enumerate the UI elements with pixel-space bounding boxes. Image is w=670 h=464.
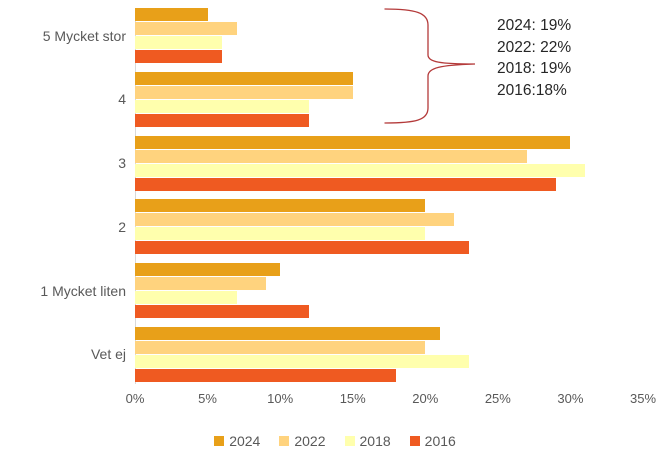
legend-marker-2018 — [344, 436, 355, 446]
category-label: Vet ej — [90, 346, 126, 363]
legend-marker-2024 — [214, 436, 225, 446]
category-label: 2 — [118, 218, 126, 235]
chart-rows: 5 Mycket stor 4 3 2 1 Mycket liten Vet ej — [0, 8, 643, 382]
bar-2024 — [135, 263, 281, 277]
category-label: 5 Mycket stor — [42, 27, 126, 44]
legend-item-2018: 2018 — [344, 433, 391, 449]
x-tick-label: 20% — [412, 391, 439, 406]
bar-2018 — [135, 291, 237, 305]
legend-label: 2018 — [359, 433, 391, 449]
x-tick-label: 25% — [484, 391, 511, 406]
x-tick-label: 35% — [629, 391, 657, 406]
bar-group — [135, 135, 643, 191]
callout-line: 2016:18% — [497, 81, 567, 99]
bar-2022 — [135, 85, 353, 99]
bar-2022 — [135, 340, 426, 354]
category-row: 4 — [0, 71, 643, 127]
category-label: 4 — [118, 91, 126, 108]
bar-2016 — [135, 305, 310, 319]
bar-2016 — [135, 50, 223, 63]
category-label: 3 — [118, 155, 126, 172]
legend-item-2016: 2016 — [409, 433, 456, 449]
x-tick-label: 10% — [267, 391, 294, 406]
legend-marker-2022 — [279, 436, 290, 446]
bar-2016 — [135, 177, 556, 191]
callout-text-box: 2024: 19% 2022: 22% 2018: 19% 2016:18% — [497, 15, 571, 101]
category-row: Vet ej — [0, 326, 643, 382]
bar-group — [135, 199, 643, 255]
callout-line: 2018: 19% — [497, 60, 572, 77]
legend-item-2022: 2022 — [279, 433, 326, 449]
bar-2016 — [135, 113, 310, 127]
bar-2018 — [135, 354, 469, 368]
x-axis-ticks: 0% 5% 10% 15% 20% 25% 30% 35% — [126, 391, 656, 409]
bar-2024 — [135, 326, 440, 340]
x-tick-label: 0% — [125, 391, 145, 406]
category-row: 5 Mycket stor — [0, 8, 643, 63]
bar-2018 — [135, 99, 310, 113]
bar-2022 — [135, 213, 455, 227]
x-tick-label: 15% — [339, 391, 366, 406]
category-row: 3 — [0, 135, 643, 191]
bar-2022 — [135, 149, 527, 163]
bar-2016 — [135, 368, 397, 382]
legend-label: 2022 — [294, 433, 326, 449]
bar-2022 — [135, 277, 266, 291]
bar-2024 — [135, 199, 426, 213]
bar-2022 — [135, 22, 237, 35]
bar-2018 — [135, 36, 223, 49]
bar-2024 — [135, 135, 571, 149]
callout-line: 2022: 22% — [497, 38, 572, 56]
legend-label: 2016 — [424, 433, 456, 449]
bar-2018 — [135, 227, 426, 241]
bar-group — [135, 8, 643, 63]
bar-group — [135, 326, 643, 382]
category-row: 2 — [0, 199, 643, 255]
bar-2018 — [135, 163, 585, 177]
x-tick-label: 30% — [557, 391, 584, 406]
y-axis-line — [135, 8, 136, 384]
bar-2024 — [135, 8, 208, 21]
legend: 2024 2022 2018 2016 — [0, 433, 670, 449]
curly-brace-icon — [384, 8, 476, 124]
legend-item-2024: 2024 — [214, 433, 260, 449]
legend-label: 2024 — [229, 433, 261, 449]
bar-2024 — [135, 71, 353, 85]
category-label: 1 Mycket liten — [40, 282, 126, 299]
bar-2016 — [135, 241, 469, 255]
category-row: 1 Mycket liten — [0, 263, 643, 319]
bar-group — [135, 71, 643, 127]
callout-line: 2024: 19% — [497, 17, 572, 34]
curly-brace-path — [384, 8, 476, 124]
bar-group — [135, 263, 643, 319]
x-tick-label: 5% — [198, 391, 217, 406]
legend-marker-2016 — [409, 436, 420, 446]
